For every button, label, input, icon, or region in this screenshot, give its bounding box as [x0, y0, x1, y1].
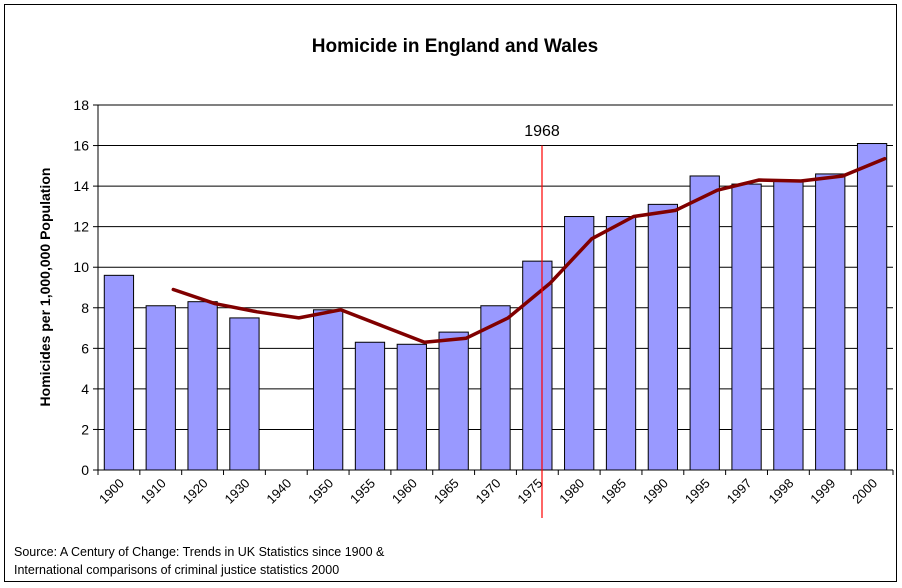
bar	[438, 331, 469, 471]
x-tick-label: 1965	[431, 476, 462, 507]
bar	[187, 301, 218, 471]
source-line-1: Source: A Century of Change: Trends in U…	[14, 545, 385, 559]
bar	[605, 216, 637, 471]
bar	[731, 183, 762, 471]
bar	[773, 179, 804, 471]
bar	[815, 173, 846, 471]
y-tick-label: 18	[73, 97, 89, 113]
bar	[103, 274, 135, 471]
y-tick-label: 2	[81, 421, 89, 437]
x-tick-label: 1920	[180, 476, 211, 507]
source-line-2: International comparisons of criminal ju…	[14, 563, 340, 577]
trend-line	[171, 156, 887, 345]
x-tick-label: 2000	[849, 476, 880, 507]
bar	[312, 309, 344, 471]
bar	[480, 305, 511, 471]
y-tick-label: 16	[73, 138, 89, 154]
bar	[354, 341, 386, 471]
x-tick-label: 1975	[514, 476, 545, 507]
y-tick-label: 12	[73, 219, 89, 235]
x-tick-label: 1900	[96, 476, 127, 507]
x-tick-label: 1999	[807, 476, 838, 507]
x-tick-label: 1960	[389, 476, 420, 507]
x-tick-label: 1955	[347, 476, 378, 507]
x-tick-label: 1998	[765, 476, 796, 507]
x-tick-label: 1997	[724, 476, 755, 507]
bar	[564, 216, 595, 471]
y-tick-label: 10	[73, 259, 89, 275]
y-axis-label: Homicides per 1,000,000 Population	[37, 168, 53, 407]
bar	[856, 143, 888, 471]
annotation-label: 1968	[524, 123, 560, 140]
x-tick-label: 1910	[138, 476, 169, 507]
y-tick-label: 8	[81, 300, 89, 316]
x-tick-label: 1980	[556, 476, 587, 507]
chart-title: Homicide in England and Wales	[312, 36, 598, 57]
x-tick-label: 1990	[640, 476, 671, 507]
bar	[145, 305, 176, 471]
y-tick-label: 14	[73, 178, 89, 194]
x-tick-label: 1940	[263, 476, 294, 507]
bar	[647, 203, 679, 471]
x-tick-label: 1970	[473, 476, 504, 507]
x-tick-label: 1950	[305, 476, 336, 507]
y-tick-label: 4	[81, 381, 89, 397]
bar	[689, 175, 720, 471]
y-tick-label: 0	[81, 462, 89, 478]
bar	[229, 317, 260, 471]
bar	[396, 343, 427, 471]
x-tick-label: 1985	[598, 476, 629, 507]
x-tick-label: 1930	[222, 476, 253, 507]
x-tick-label: 1995	[682, 476, 713, 507]
y-tick-label: 6	[81, 340, 89, 356]
